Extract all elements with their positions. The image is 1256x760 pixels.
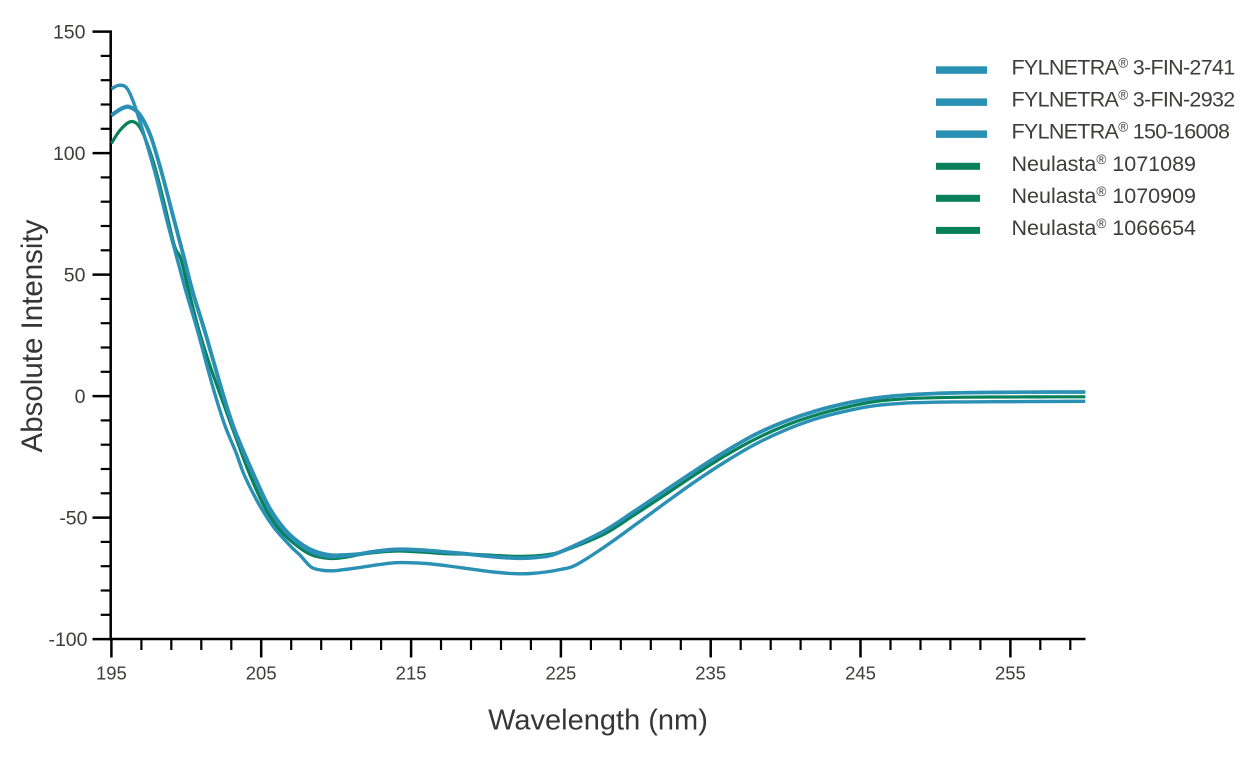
svg-text:50: 50 [64, 265, 86, 287]
svg-text:195: 195 [96, 663, 127, 684]
svg-text:255: 255 [995, 663, 1026, 684]
svg-text:225: 225 [545, 663, 576, 684]
svg-text:FYLNETRA® 3-FIN-2741: FYLNETRA® 3-FIN-2741 [1012, 56, 1235, 80]
svg-text:FYLNETRA® 150-16008: FYLNETRA® 150-16008 [1012, 120, 1230, 144]
svg-text:Wavelength (nm): Wavelength (nm) [488, 705, 708, 737]
svg-text:215: 215 [396, 663, 427, 684]
svg-text:150: 150 [53, 22, 86, 44]
svg-text:0: 0 [75, 386, 86, 408]
svg-text:205: 205 [246, 663, 277, 684]
svg-text:-100: -100 [48, 629, 87, 651]
svg-text:235: 235 [695, 663, 726, 684]
svg-text:245: 245 [845, 663, 876, 684]
svg-text:100: 100 [53, 143, 86, 165]
svg-text:Absolute Intensity: Absolute Intensity [16, 219, 49, 452]
svg-text:-50: -50 [59, 508, 87, 530]
